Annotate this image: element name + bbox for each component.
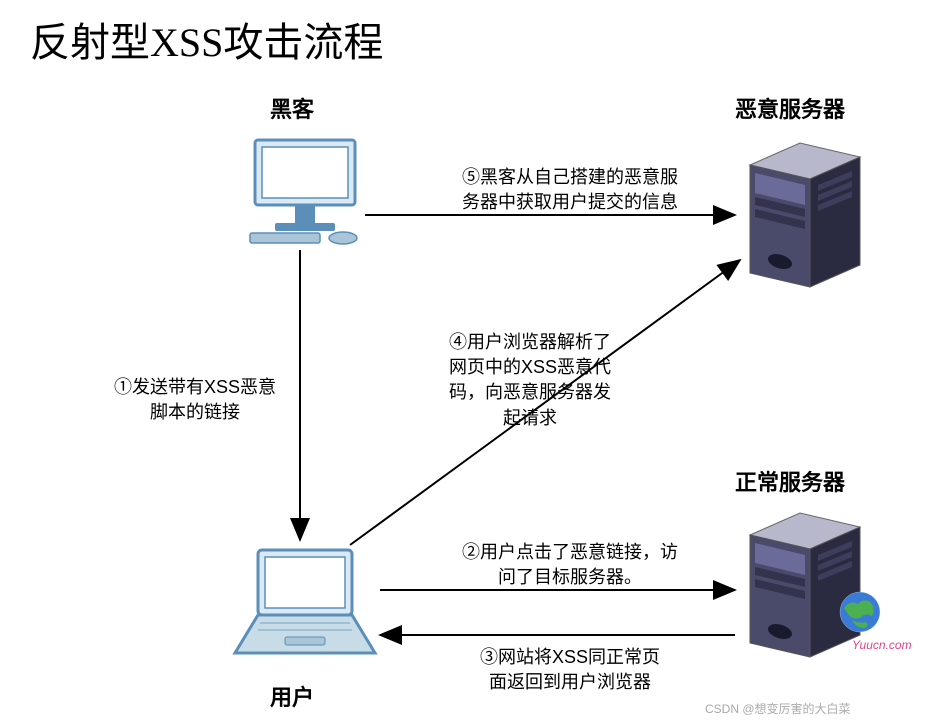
server-icon-normal: [740, 505, 870, 665]
watermark-csdn: CSDN @想变厉害的大白菜: [705, 700, 851, 717]
desktop-icon: [245, 135, 365, 245]
diagram-title: 反射型XSS攻击流程: [30, 10, 383, 68]
laptop-icon: [230, 545, 380, 665]
server-icon-evil: [740, 135, 870, 295]
edge-label-1: ①发送带有XSS恶意脚本的链接: [95, 375, 295, 425]
edge-label-4: ④用户浏览器解析了网页中的XSS恶意代码，向恶意服务器发起请求: [420, 330, 640, 431]
node-label-hacker: 黑客: [270, 92, 314, 124]
globe-icon: [838, 590, 882, 634]
title-text: 反射型XSS攻击流程: [30, 20, 383, 65]
node-label-user: 用户: [270, 680, 314, 712]
node-label-normal-server: 正常服务器: [735, 465, 845, 497]
edge-label-2: ②用户点击了恶意链接，访问了目标服务器。: [430, 540, 710, 590]
edge-label-5: ⑤黑客从自己搭建的恶意服务器中获取用户提交的信息: [420, 165, 720, 215]
edge-label-3: ③网站将XSS同正常页面返回到用户浏览器: [430, 645, 710, 695]
node-label-evil-server: 恶意服务器: [735, 92, 845, 124]
